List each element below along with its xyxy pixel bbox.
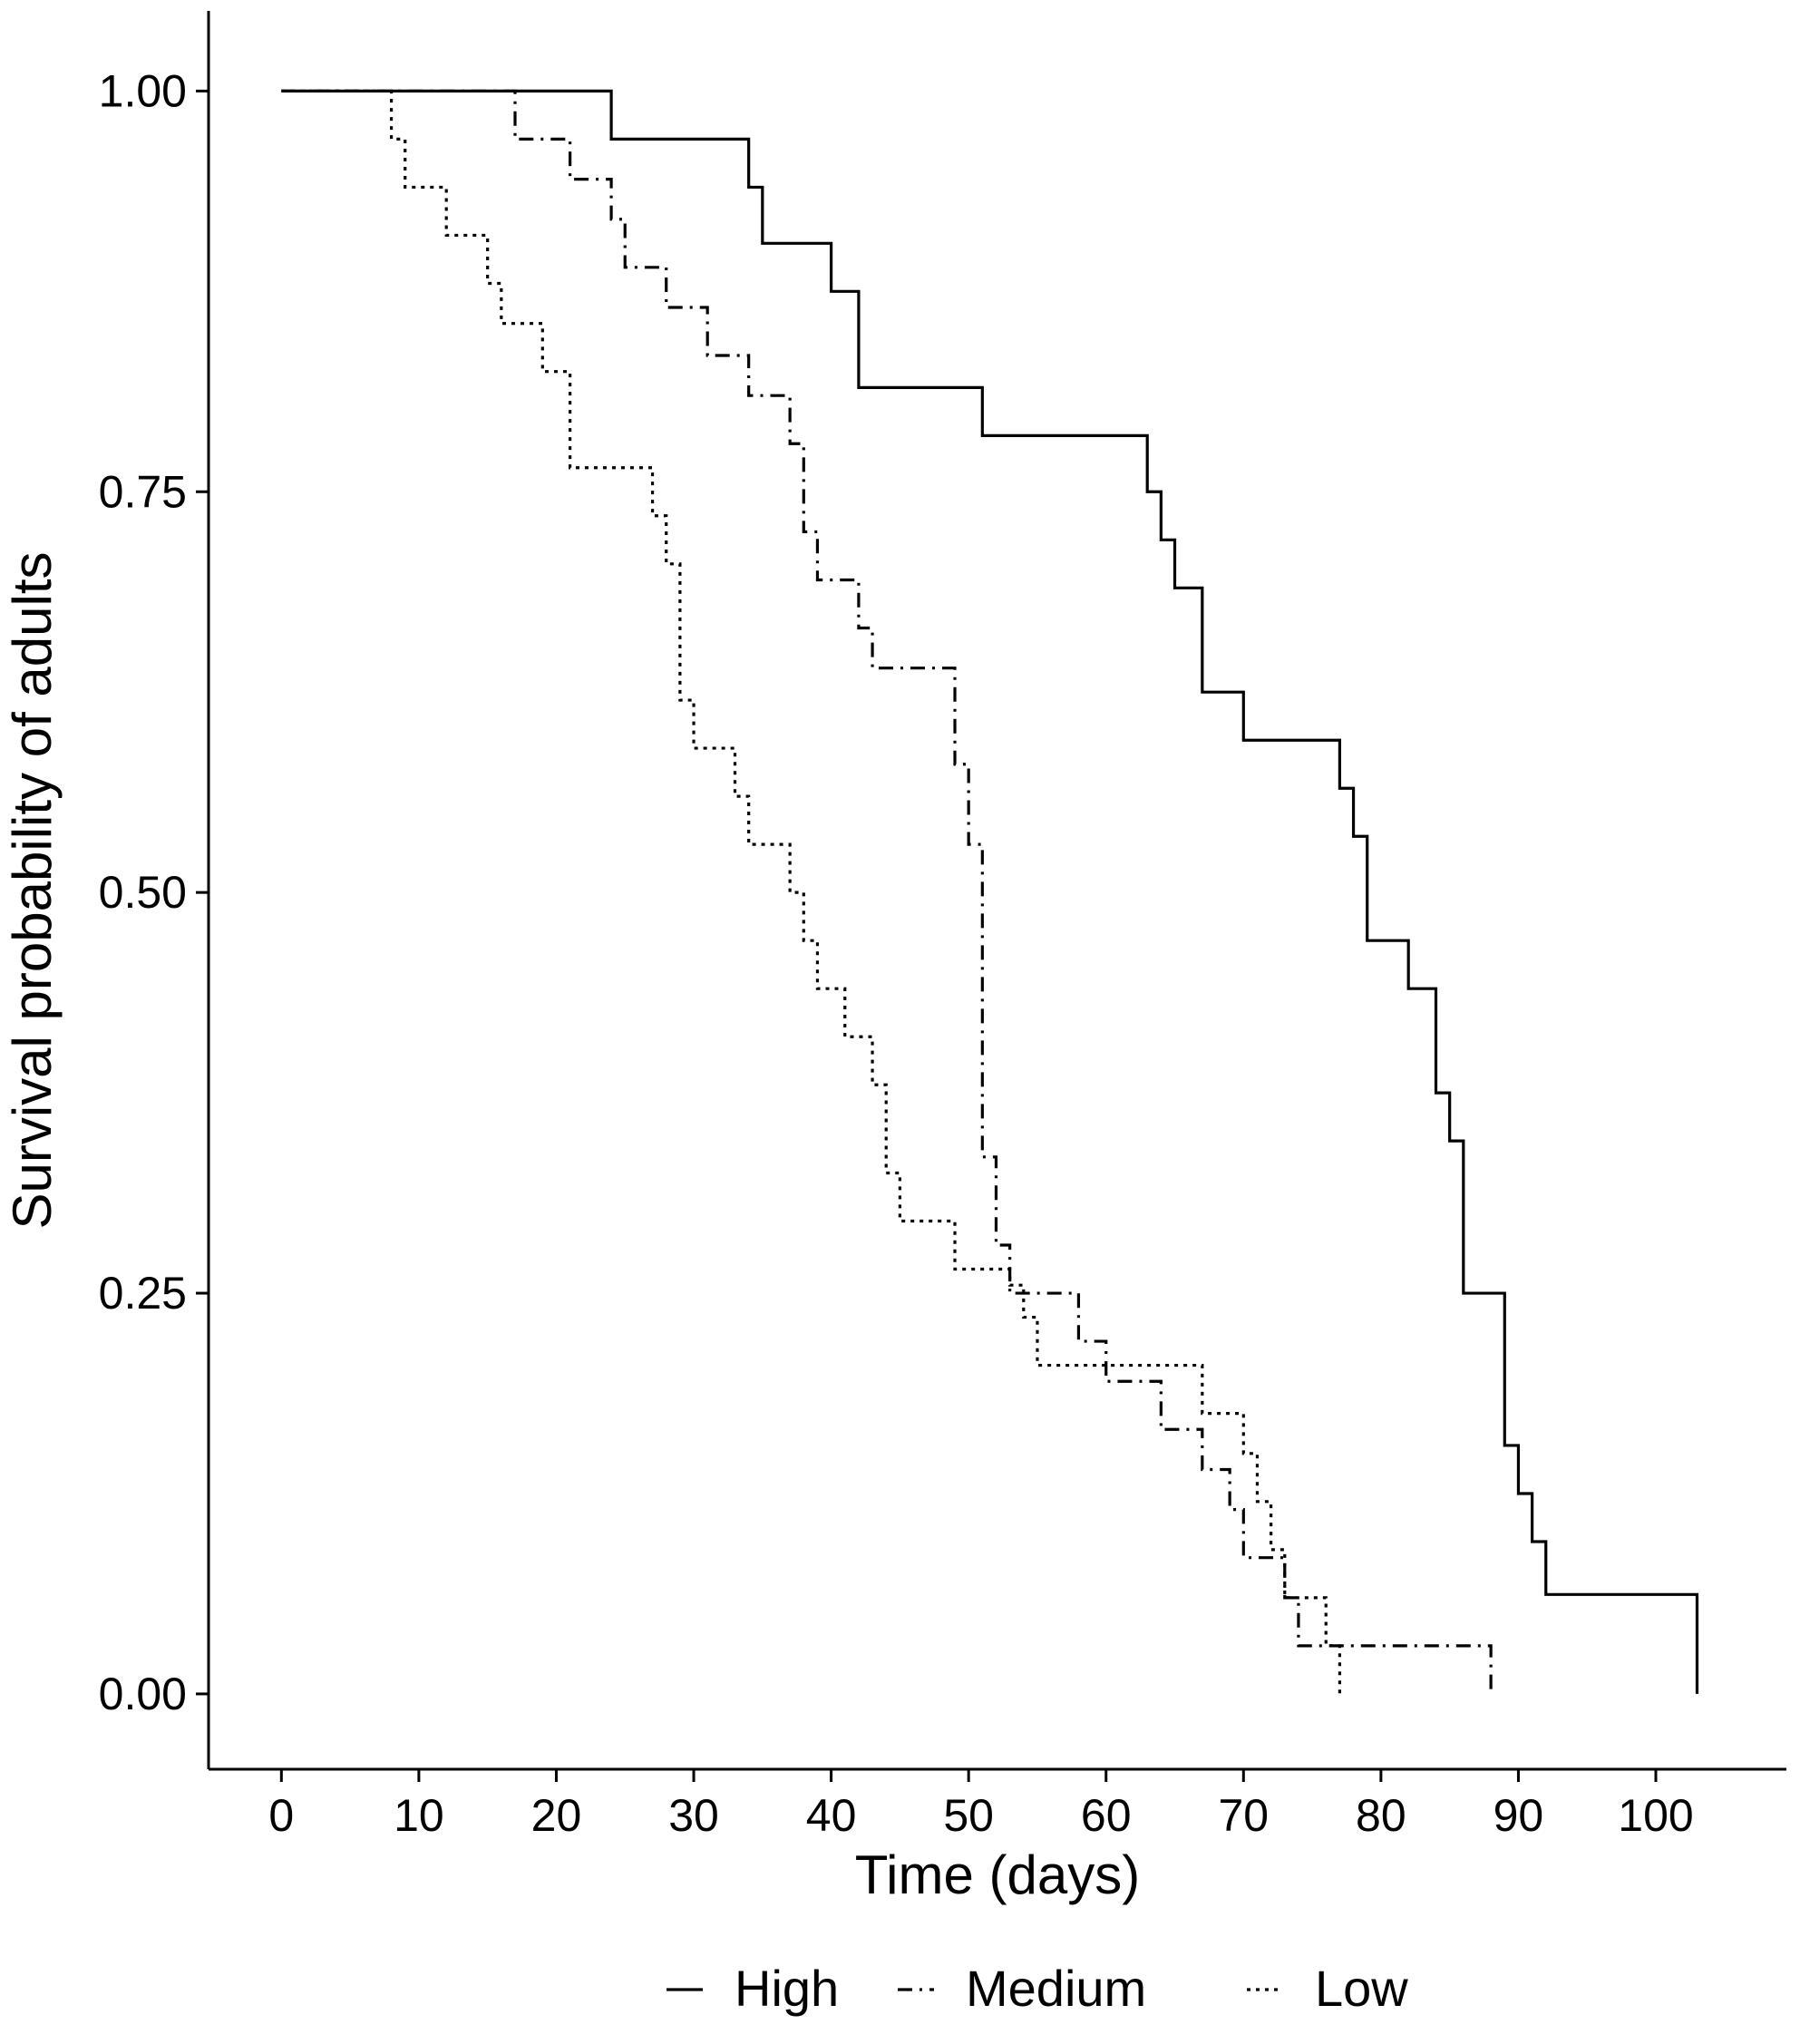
x-tick-label: 90 — [1494, 1790, 1544, 1841]
y-axis-title: Survival probability of adults — [2, 551, 63, 1229]
y-tick-label: 0.75 — [99, 466, 187, 517]
x-tick-label: 20 — [531, 1790, 582, 1841]
series-low-line — [281, 89, 1341, 1694]
series-medium-line — [281, 89, 1493, 1694]
y-tick-label: 0.50 — [99, 867, 187, 918]
series-layer — [281, 89, 1699, 1694]
x-tick-label: 30 — [668, 1790, 719, 1841]
x-tick-label: 70 — [1218, 1790, 1269, 1841]
x-tick-label: 60 — [1081, 1790, 1132, 1841]
x-tick-label: 10 — [394, 1790, 444, 1841]
y-tick-label: 1.00 — [99, 65, 187, 116]
x-tick-label: 0 — [268, 1790, 294, 1841]
x-tick-label: 50 — [943, 1790, 994, 1841]
legend-label-low: Low — [1315, 1960, 1408, 2017]
legend-label-high: High — [735, 1960, 839, 2017]
series-high-line — [281, 89, 1699, 1694]
y-ticks: 0.00 0.25 0.50 0.75 1.00 — [99, 65, 209, 1719]
x-tick-label: 80 — [1356, 1790, 1406, 1841]
x-ticks: 0 10 20 30 40 50 60 70 80 90 100 — [268, 1769, 1694, 1841]
legend-label-medium: Medium — [966, 1960, 1146, 2017]
y-tick-label: 0.25 — [99, 1268, 187, 1319]
y-tick-label: 0.00 — [99, 1669, 187, 1719]
x-tick-label: 100 — [1618, 1790, 1693, 1841]
legend: High Medium Low — [666, 1960, 1408, 2017]
x-tick-label: 40 — [806, 1790, 857, 1841]
x-axis-title: Time (days) — [855, 1844, 1140, 1905]
